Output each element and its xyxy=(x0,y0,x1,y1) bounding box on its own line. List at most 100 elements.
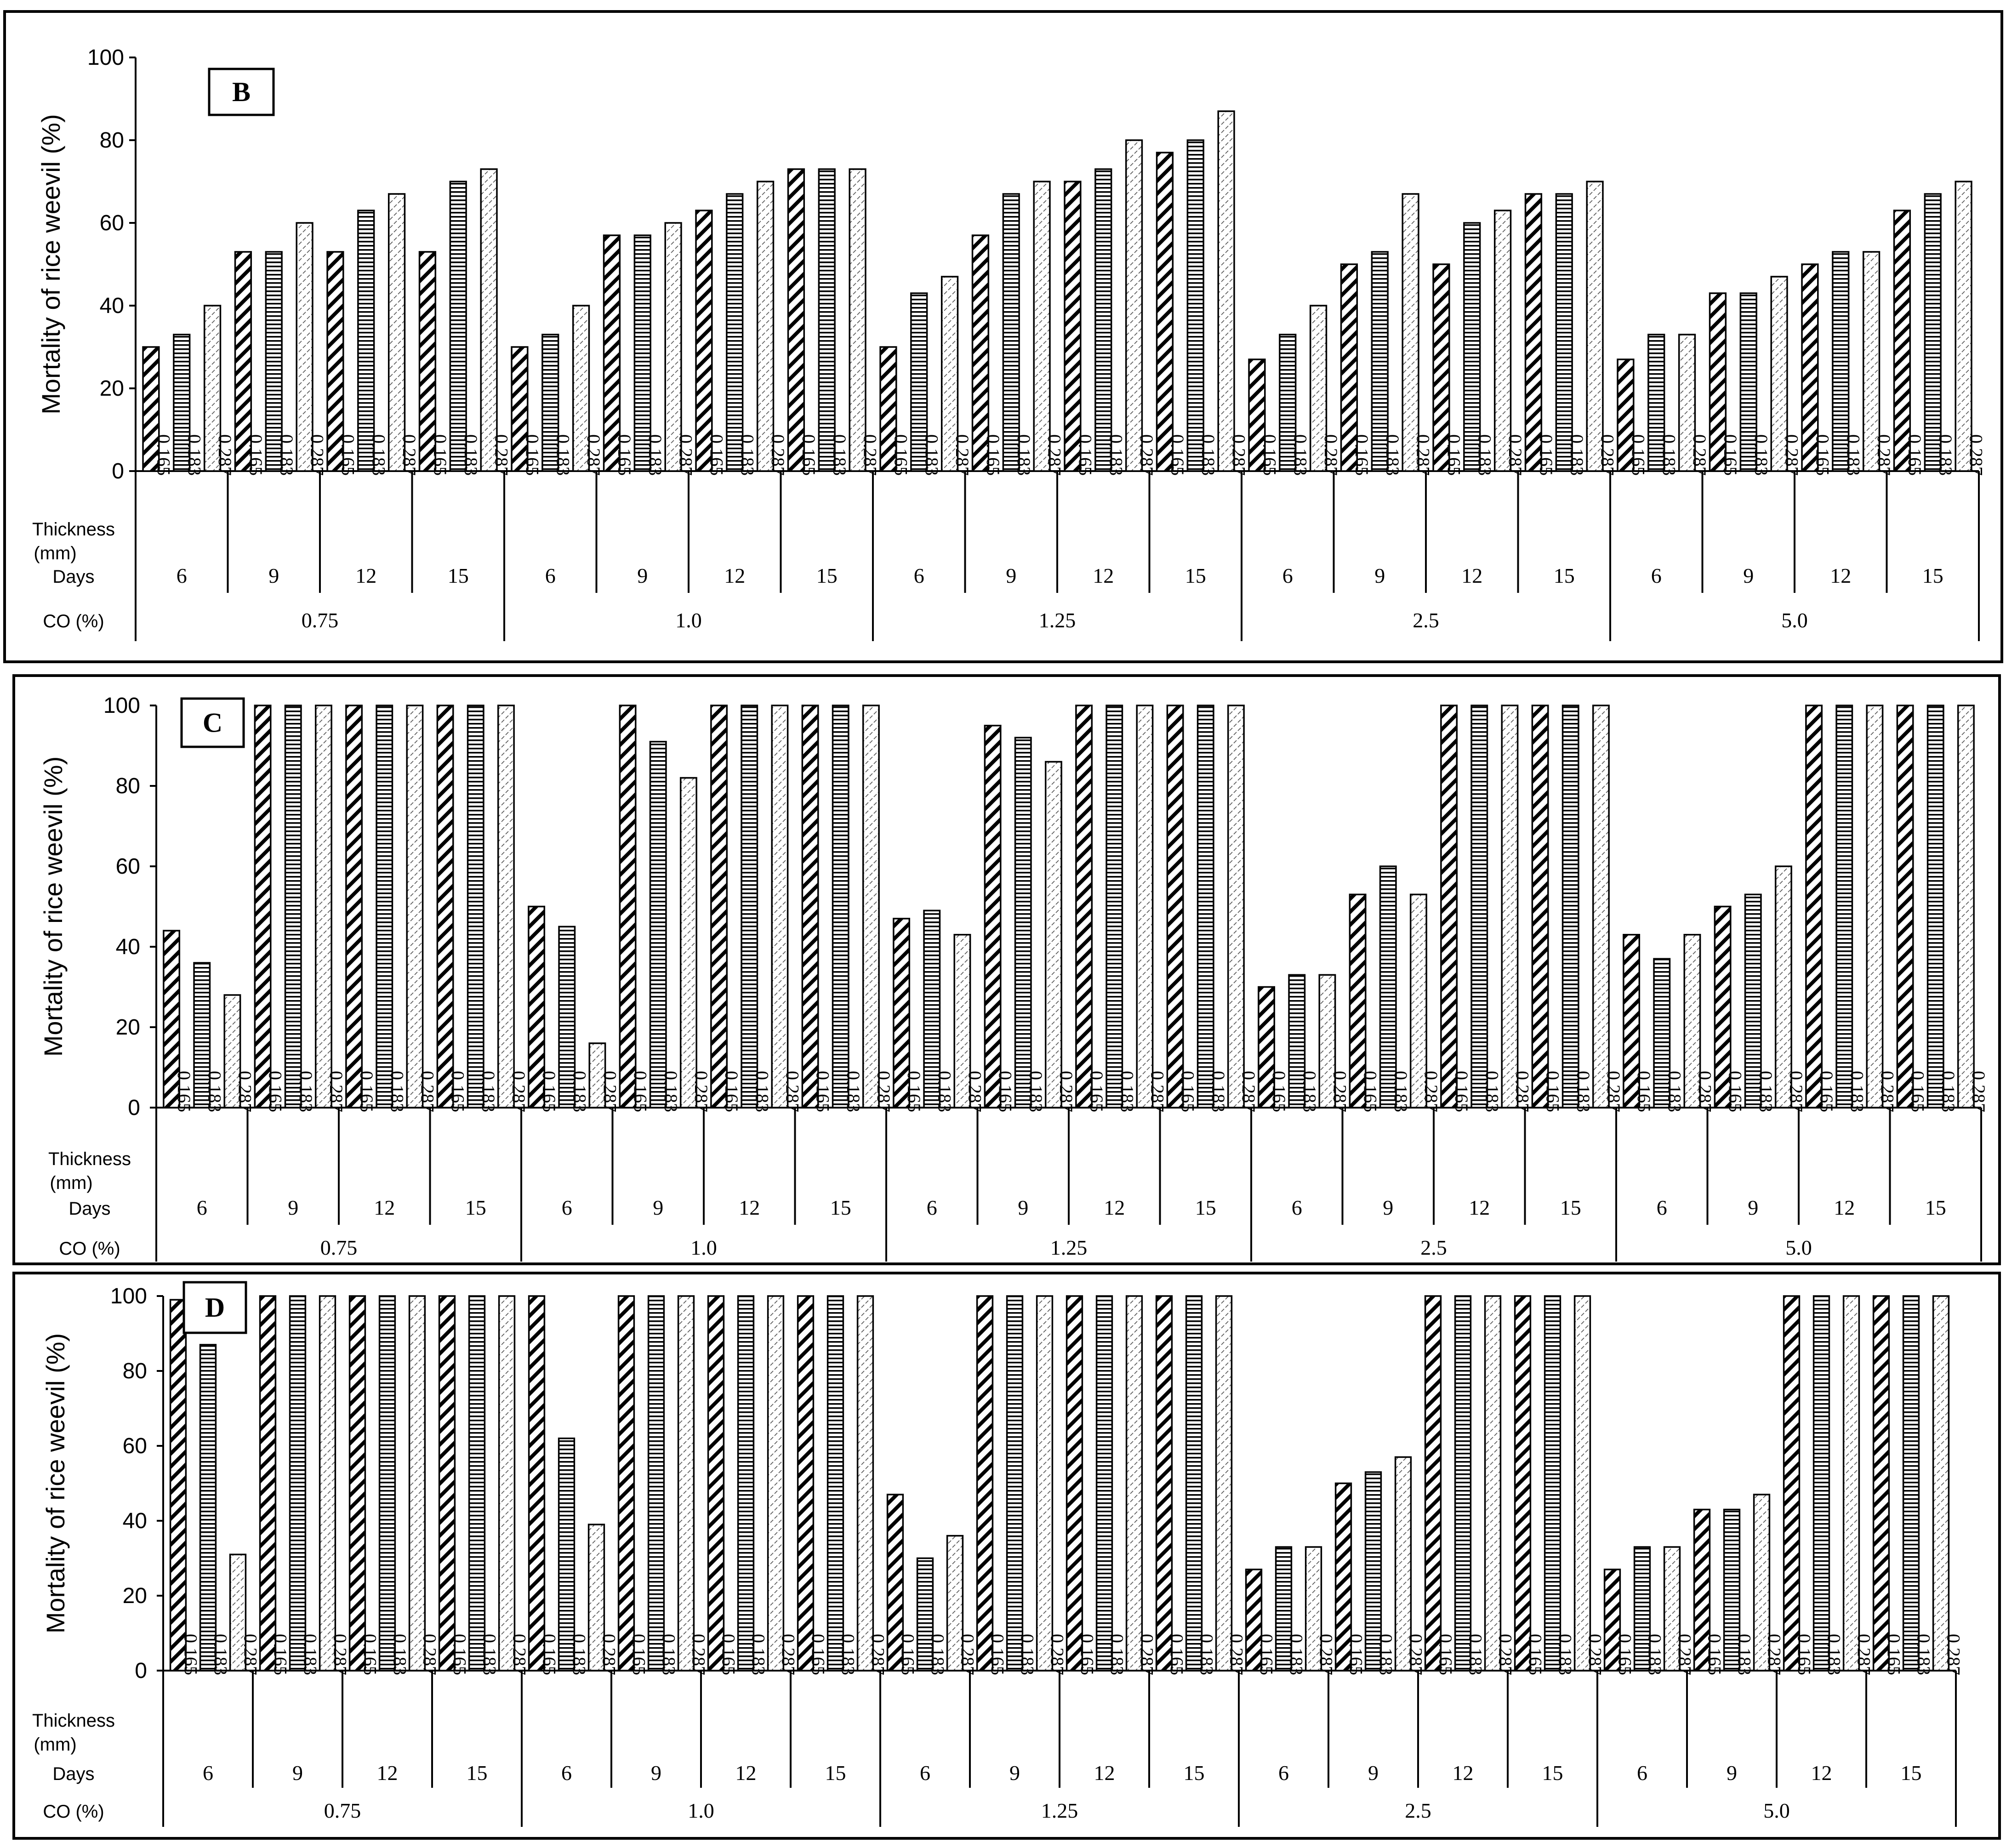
bar-co1.0-day9-t0.165 xyxy=(617,1295,635,1672)
bar-co0.75-day15-t0.183 xyxy=(467,705,484,1109)
bar-co2.5-day6-t0.183 xyxy=(1288,974,1306,1109)
bar-co1.0-day9-t0.183 xyxy=(649,741,667,1109)
bar-co2.5-day12-t0.165 xyxy=(1424,1295,1442,1672)
bar-co1.0-day9-t0.183 xyxy=(633,234,651,472)
days-label: 12 xyxy=(1830,564,1851,587)
thickness-label: 0.165 xyxy=(1525,1634,1546,1675)
thickness-label: 0.287 xyxy=(1056,1071,1077,1112)
bar-co1.25-day15-t0.183 xyxy=(1186,139,1204,472)
thickness-label: 0.287 xyxy=(330,1634,351,1675)
thickness-label: 0.165 xyxy=(1536,434,1556,476)
thickness-label: 0.165 xyxy=(721,1071,742,1112)
thickness-label: 0.165 xyxy=(448,1071,468,1112)
thickness-label: 0.287 xyxy=(778,1634,799,1675)
thickness-label: 0.165 xyxy=(898,1634,918,1675)
bar-co5.0-day6-t0.287 xyxy=(1663,1546,1681,1672)
days-label: 6 xyxy=(1278,1761,1289,1785)
thickness-label: 0.165 xyxy=(181,1634,201,1675)
thickness-label: 0.183 xyxy=(1106,434,1126,476)
bar-co2.5-day12-t0.183 xyxy=(1454,1295,1472,1672)
y-tick-label: 0 xyxy=(128,1096,140,1120)
bar-co1.25-day9-t0.165 xyxy=(971,234,990,472)
y-tick-label: 80 xyxy=(100,128,124,153)
thickness-label: 0.165 xyxy=(1436,1634,1456,1675)
bar-co5.0-day12-t0.183 xyxy=(1812,1295,1830,1672)
thickness-label: 0.183 xyxy=(1567,434,1587,476)
bar-co5.0-day9-t0.287 xyxy=(1770,276,1788,472)
days-label: 12 xyxy=(355,564,376,587)
bar-co0.75-day9-t0.183 xyxy=(265,251,283,472)
co-level-label: 0.75 xyxy=(324,1799,361,1822)
bar-co2.5-day15-t0.183 xyxy=(1555,193,1573,472)
thickness-label: 0.165 xyxy=(1167,434,1188,476)
y-tick-label: 60 xyxy=(123,1434,147,1458)
bar-co2.5-day15-t0.183 xyxy=(1544,1295,1561,1672)
thickness-label: 0.287 xyxy=(491,434,512,476)
thickness-label: 0.183 xyxy=(1755,1071,1776,1112)
bar-co1.0-day15-t0.287 xyxy=(862,705,880,1109)
bar-co5.0-day9-t0.287 xyxy=(1774,865,1792,1109)
bar-co2.5-day15-t0.165 xyxy=(1524,193,1543,472)
co-level-label: 5.0 xyxy=(1781,608,1808,632)
y-tick-label: 60 xyxy=(116,854,140,879)
thickness-label: 0.183 xyxy=(1645,1634,1665,1675)
bar-co2.5-day9-t0.165 xyxy=(1340,263,1358,472)
thickness-label: 0.183 xyxy=(184,434,205,476)
co-row-label: CO (%) xyxy=(43,1802,104,1822)
thickness-label: 0.165 xyxy=(337,434,358,476)
bar-co5.0-day12-t0.183 xyxy=(1835,705,1853,1109)
thickness-label: 0.287 xyxy=(509,1634,530,1675)
thickness-label: 0.165 xyxy=(539,1071,559,1112)
days-label: 9 xyxy=(1018,1196,1028,1219)
co-level-label: 5.0 xyxy=(1763,1799,1790,1822)
thickness-label: 0.165 xyxy=(1259,434,1280,476)
thickness-label: 0.183 xyxy=(1843,434,1864,476)
days-label: 6 xyxy=(1292,1196,1302,1219)
thickness-label: 0.287 xyxy=(1968,1071,1989,1112)
thickness-label: 0.287 xyxy=(768,434,788,476)
bar-co0.75-day9-t0.287 xyxy=(319,1295,336,1672)
bar-co2.5-day6-t0.287 xyxy=(1309,305,1328,472)
co-level-label: 2.5 xyxy=(1413,608,1439,632)
thickness-label: 0.183 xyxy=(390,1634,410,1675)
bar-co5.0-day15-t0.183 xyxy=(1902,1295,1920,1672)
days-label: 12 xyxy=(1104,1196,1125,1219)
thickness-label: 0.165 xyxy=(1615,1634,1636,1675)
bar-co5.0-day9-t0.165 xyxy=(1709,292,1727,472)
thickness-label: 0.287 xyxy=(782,1071,803,1112)
bar-co5.0-day12-t0.165 xyxy=(1783,1295,1801,1672)
bar-co2.5-day6-t0.165 xyxy=(1248,358,1266,472)
days-label: 6 xyxy=(914,564,924,587)
bar-co1.0-day6-t0.183 xyxy=(558,926,576,1109)
thickness-label: 0.183 xyxy=(276,434,297,476)
bar-co1.0-day6-t0.287 xyxy=(587,1524,605,1672)
thickness-label: 0.165 xyxy=(614,434,635,476)
y-tick-label: 20 xyxy=(123,1584,147,1608)
bar-co1.25-day9-t0.287 xyxy=(1044,761,1062,1109)
bar-co1.25-day6-t0.165 xyxy=(886,1494,904,1672)
bar-co1.25-day6-t0.183 xyxy=(923,910,941,1109)
bar-co1.25-day9-t0.183 xyxy=(1002,193,1020,472)
thickness-label: 0.183 xyxy=(1664,1071,1685,1112)
bar-co5.0-day6-t0.183 xyxy=(1653,958,1671,1109)
thickness-label: 0.183 xyxy=(211,1634,231,1675)
bar-co0.75-day15-t0.183 xyxy=(468,1295,486,1672)
days-label: 12 xyxy=(377,1761,398,1785)
y-axis-label: Mortality of rice weevil (%) xyxy=(36,114,65,414)
bar-co1.25-day12-t0.183 xyxy=(1094,168,1112,472)
bar-co5.0-day6-t0.287 xyxy=(1678,334,1696,472)
bar-co0.75-day15-t0.287 xyxy=(480,168,498,472)
bar-co1.25-day9-t0.183 xyxy=(1014,737,1032,1109)
thickness-label: 0.287 xyxy=(1854,1634,1875,1675)
bar-co5.0-day15-t0.165 xyxy=(1893,210,1911,472)
thickness-label: 0.183 xyxy=(461,434,481,476)
thickness-label: 0.287 xyxy=(215,434,235,476)
days-label: 15 xyxy=(1560,1196,1581,1219)
panel-d-frame xyxy=(12,1272,2001,1840)
thickness-label: 0.165 xyxy=(1269,1071,1289,1112)
thickness-label: 0.165 xyxy=(1628,434,1648,476)
chart-panel-c: 0 20 40 60 80 100 Mortality of rice weevil (%)… xyxy=(0,673,2006,1266)
thickness-label: 0.287 xyxy=(240,1634,261,1675)
y-axis-label: Mortality of rice weevil (%) xyxy=(39,756,68,1057)
bar-co5.0-day6-t0.183 xyxy=(1647,334,1665,472)
